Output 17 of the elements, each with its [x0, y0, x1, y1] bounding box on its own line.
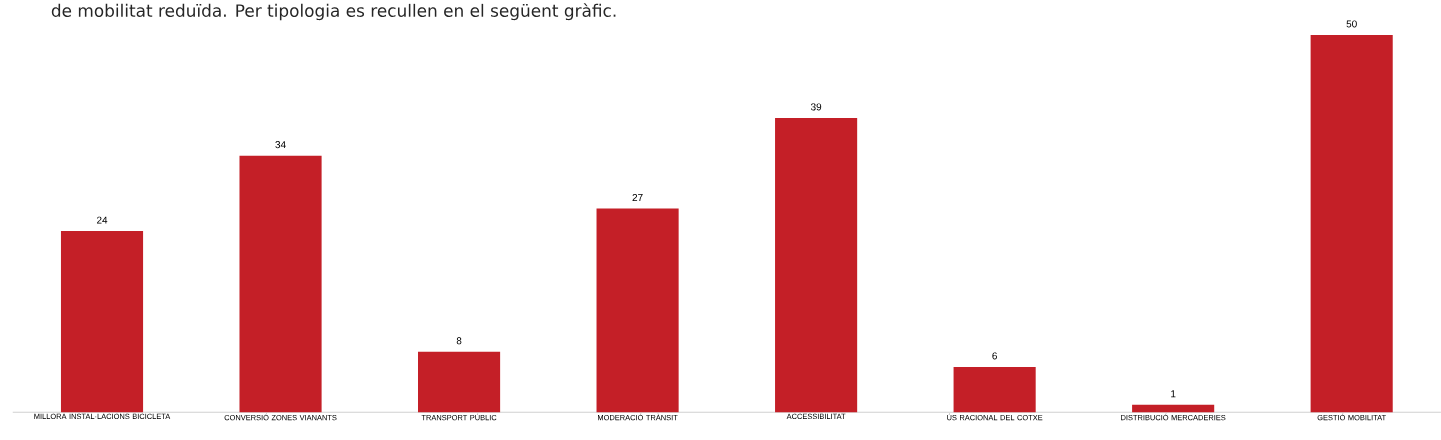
data-label: 24: [96, 216, 108, 224]
data-label: 50: [1346, 20, 1357, 28]
chart-title: de mobilitat reduïda. Per tipologia es recullen en el següent gràfic.: [51, 3, 616, 21]
data-label: 27: [632, 193, 643, 201]
bar: [1310, 34, 1393, 413]
bar: [418, 351, 501, 413]
data-label: 34: [275, 141, 286, 149]
data-label: 39: [810, 103, 822, 111]
bar: [60, 231, 144, 413]
bar: [953, 366, 1036, 413]
bar: [239, 155, 322, 413]
data-label: 6: [992, 352, 997, 360]
bar: [775, 117, 858, 413]
data-label: 8: [456, 337, 462, 345]
data-label: 1: [1171, 390, 1176, 398]
bar: [596, 208, 679, 413]
bar: [1132, 404, 1215, 413]
